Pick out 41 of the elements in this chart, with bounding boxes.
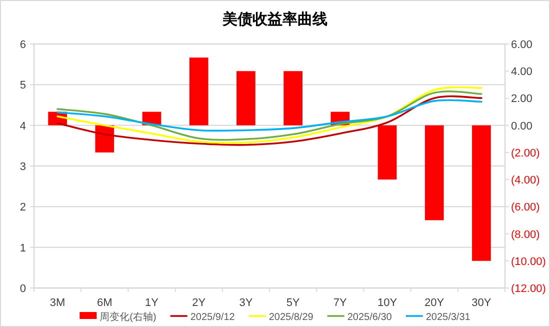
x-tick-label: 3Y	[239, 297, 254, 309]
legend-label: 2025/8/29	[268, 312, 314, 323]
y2-tick-label: (8.00)	[511, 228, 540, 241]
bar	[236, 71, 256, 126]
x-tick-label: 3M	[50, 297, 66, 309]
y2-tick-label: (12.00)	[511, 283, 546, 295]
x-tick-label: 1Y	[145, 297, 160, 309]
y2-tick-label: 6.00	[511, 39, 532, 51]
y2-tick-label: (2.00)	[511, 147, 540, 160]
bar	[424, 125, 444, 220]
y-tick-label: 3	[20, 161, 26, 173]
y2-tick-label: (6.00)	[511, 202, 540, 214]
bar	[472, 125, 491, 261]
x-tick-label: 6M	[97, 297, 112, 309]
x-tick-label: 7Y	[333, 297, 348, 309]
legend-label: 2025/6/30	[347, 312, 392, 323]
x-tick-label: 20Y	[424, 297, 445, 309]
x-tick-label: 10Y	[377, 297, 398, 309]
y-tick-label: 5	[20, 80, 26, 92]
legend-label: 2025/3/31	[426, 312, 471, 323]
x-tick-label: 5Y	[286, 297, 300, 309]
legend-label: 2025/9/12	[190, 312, 236, 323]
y-tick-label: 1	[20, 242, 26, 254]
y-tick-label: 2	[20, 202, 26, 214]
y-tick-label: 6	[20, 39, 26, 51]
x-tick-label: 2Y	[192, 297, 206, 309]
y2-tick-label: 4.00	[511, 66, 532, 78]
bar	[284, 71, 302, 126]
y2-tick-label: (4.00)	[511, 174, 540, 187]
y2-tick-label: (10.00)	[511, 256, 546, 268]
bar	[189, 58, 208, 126]
y2-tick-label: 0.00	[511, 120, 532, 132]
chart-title: 美债收益率曲线	[222, 10, 328, 28]
legend-label: 周变化(右轴)	[100, 311, 156, 323]
y-tick-label: 4	[20, 120, 26, 132]
y-tick-label: 0	[20, 283, 26, 295]
x-tick-label: 30Y	[472, 297, 492, 309]
bar	[95, 125, 114, 152]
y2-tick-label: 2.00	[511, 93, 532, 106]
bar	[378, 125, 397, 180]
line-series	[56, 99, 482, 132]
